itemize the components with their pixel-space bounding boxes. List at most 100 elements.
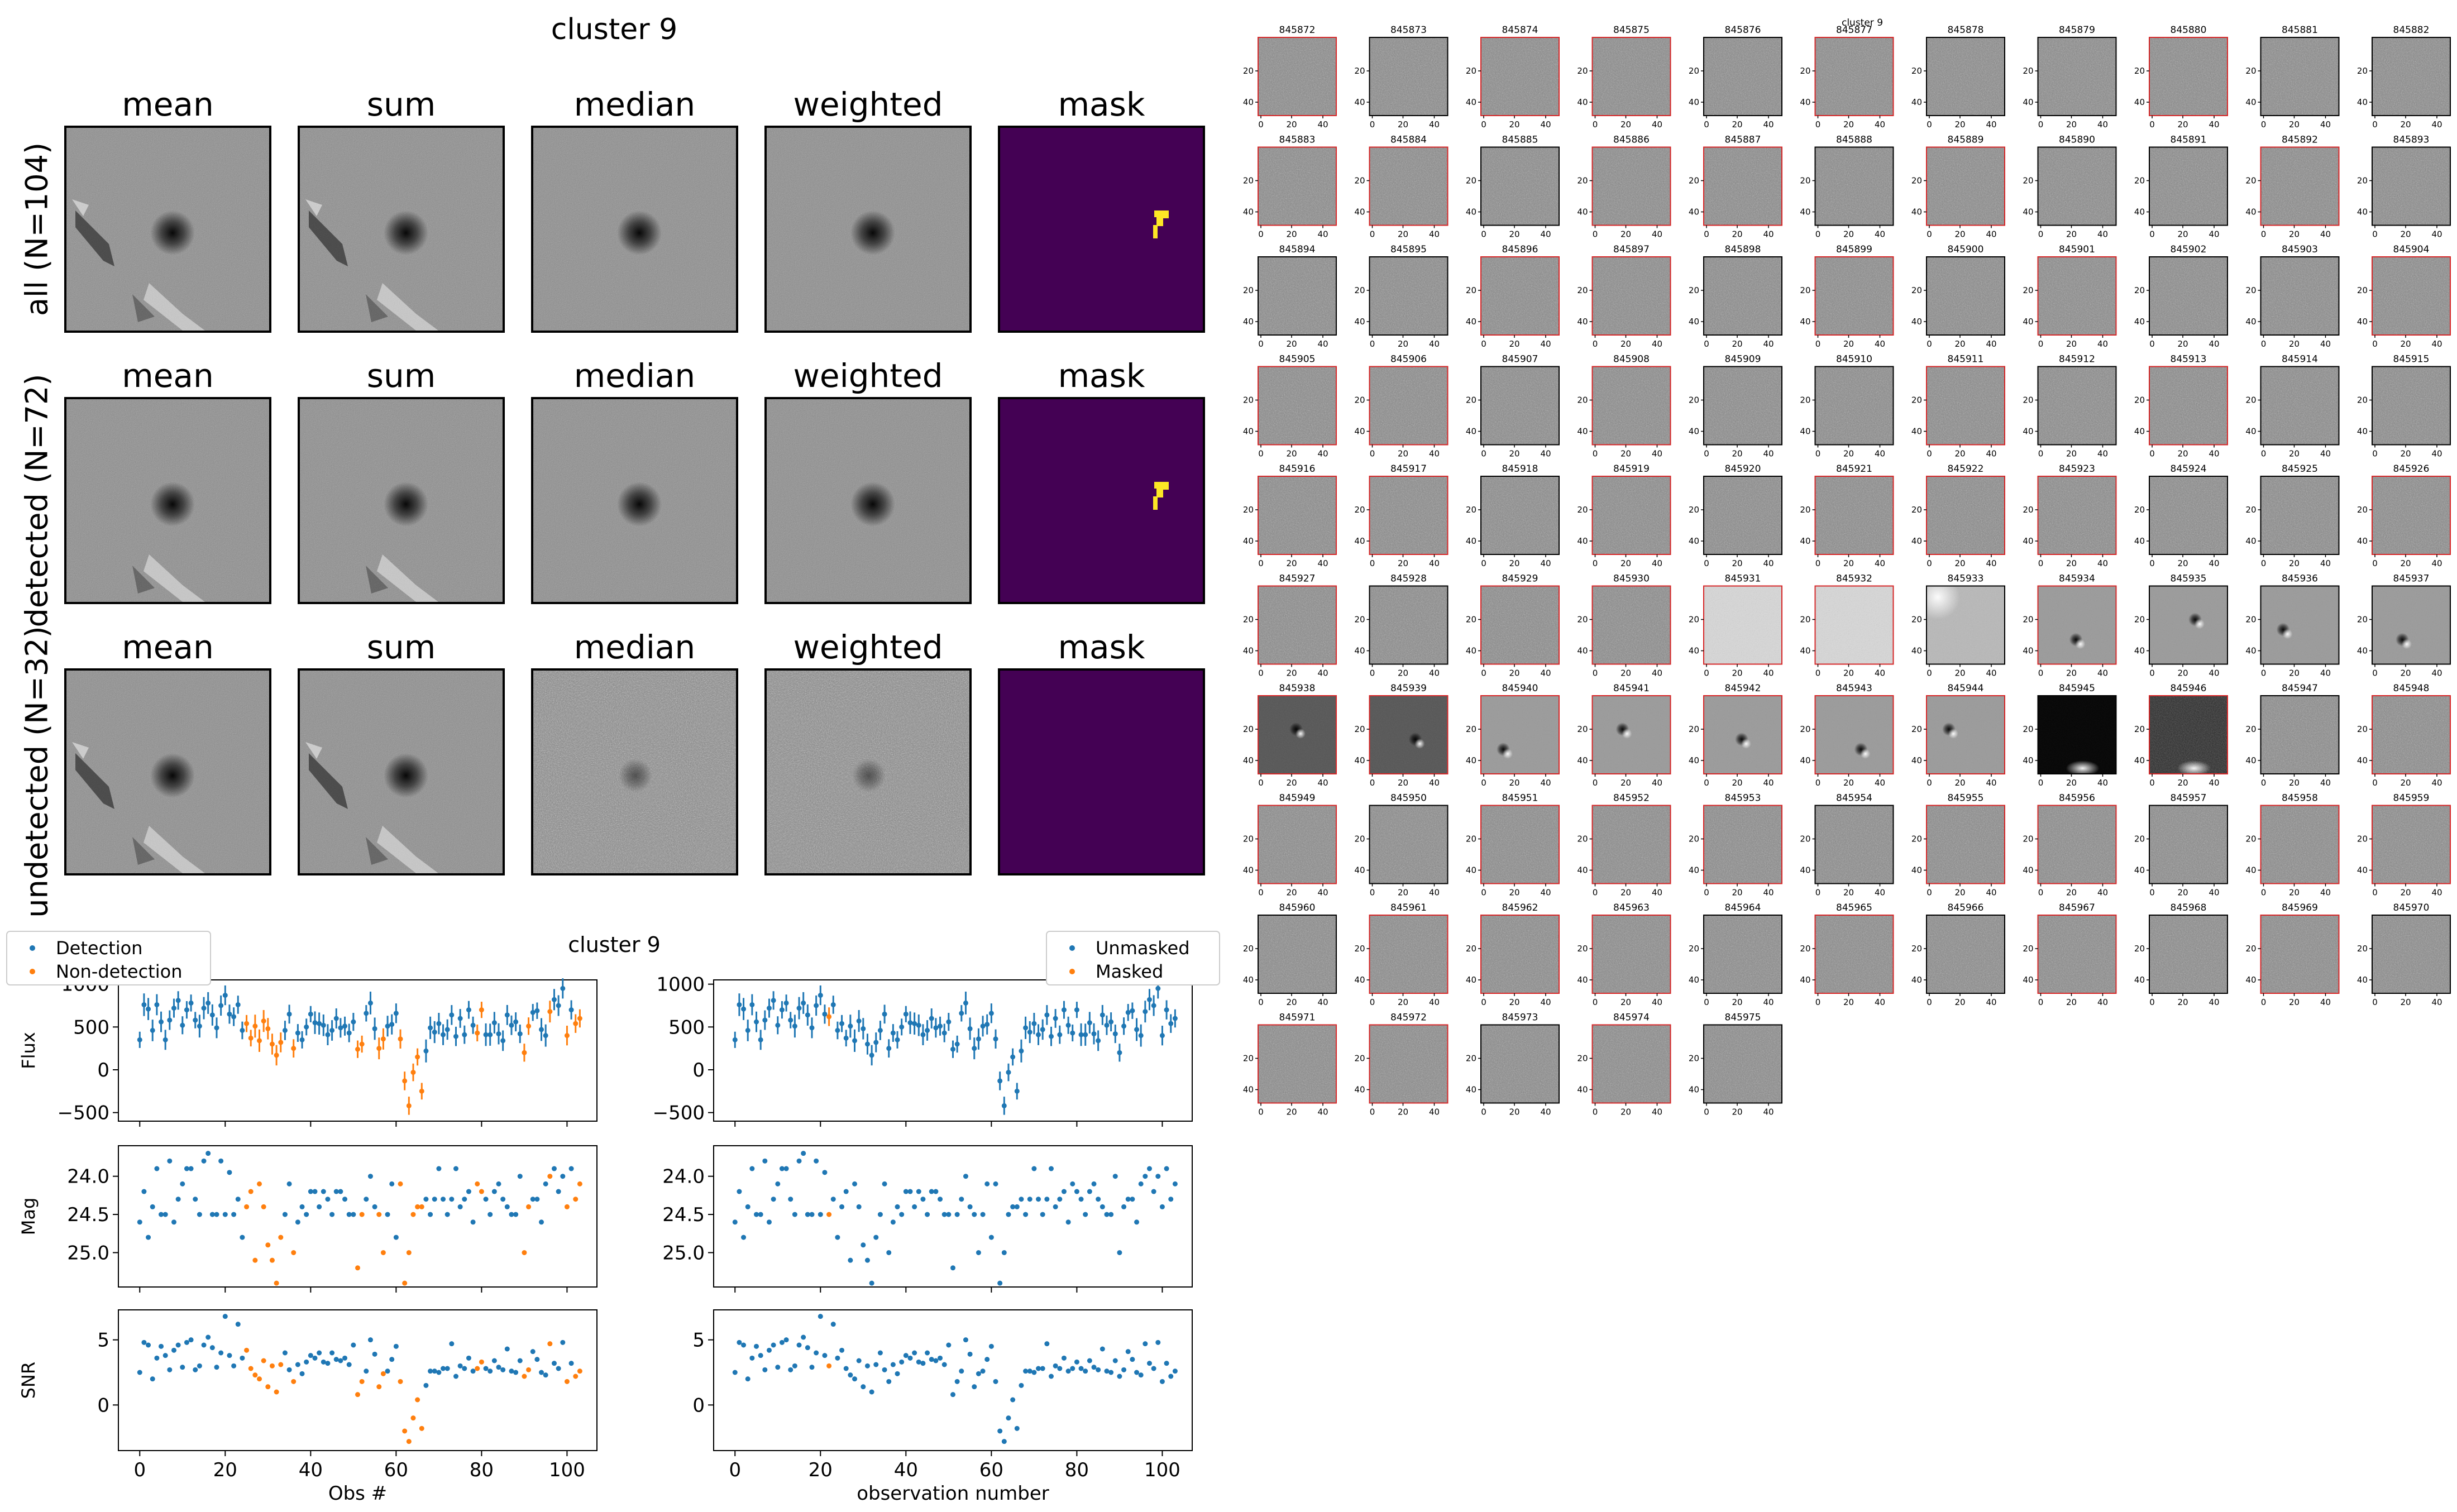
x-tick-label: 20 bbox=[1286, 668, 1297, 678]
y-tick-label: 40 bbox=[1577, 97, 1588, 107]
data-point bbox=[839, 1204, 845, 1209]
data-point bbox=[1146, 1166, 1152, 1171]
cutout-id: 845873 bbox=[1390, 25, 1427, 36]
data-point bbox=[976, 1250, 981, 1255]
x-tick-label: 0 bbox=[1927, 888, 1932, 898]
x-tick-label: 40 bbox=[2209, 558, 2219, 568]
y-tick-label: 20 bbox=[2245, 285, 2256, 295]
cutout-noise bbox=[2038, 805, 2116, 884]
data-point bbox=[175, 998, 181, 1003]
data-point bbox=[295, 1362, 300, 1367]
data-point bbox=[745, 1376, 751, 1382]
data-point bbox=[1048, 1033, 1054, 1039]
data-point bbox=[788, 1197, 793, 1202]
y-tick-label: 40 bbox=[2134, 536, 2145, 546]
stamp-column-label: weighted bbox=[793, 628, 943, 666]
y-tick-label: 20 bbox=[1243, 285, 1254, 295]
x-tick-label: 40 bbox=[1986, 339, 1996, 349]
x-tick-label: 20 bbox=[1286, 558, 1297, 568]
cutout-id: 845947 bbox=[2282, 683, 2318, 694]
x-tick-label: 20 bbox=[1398, 997, 1408, 1007]
y-tick-label: 20 bbox=[1800, 834, 1810, 844]
data-point bbox=[1121, 1204, 1127, 1209]
data-point bbox=[1146, 1361, 1152, 1366]
stamp-weighted bbox=[764, 668, 972, 875]
y-tick-label: 40 bbox=[2357, 975, 2368, 985]
data-point bbox=[1087, 1189, 1092, 1194]
y-tick-label: 40 bbox=[1911, 646, 1922, 656]
data-point bbox=[899, 1212, 905, 1217]
cutout-frame bbox=[1591, 1024, 1671, 1104]
data-point bbox=[504, 1012, 510, 1018]
cutout-noise bbox=[1815, 37, 1894, 116]
data-point bbox=[449, 1197, 455, 1202]
data-point bbox=[818, 993, 823, 998]
y-tick-label: 20 bbox=[1243, 66, 1254, 76]
x-tick-label: 0 bbox=[2149, 778, 2155, 788]
data-point bbox=[1001, 1103, 1007, 1108]
x-tick-label: 40 bbox=[1763, 119, 1774, 130]
source-spot bbox=[617, 210, 662, 255]
x-tick-label: 20 bbox=[1621, 668, 1631, 678]
data-point bbox=[976, 1036, 981, 1042]
data-point bbox=[367, 1337, 373, 1343]
data-point bbox=[308, 1011, 313, 1017]
cutout-id: 845960 bbox=[1279, 902, 1316, 913]
data-point bbox=[209, 1345, 215, 1351]
data-point bbox=[355, 1392, 360, 1398]
cutout-noise bbox=[1481, 366, 1559, 445]
y-tick-label: 40 bbox=[2357, 536, 2368, 546]
x-tick-label: 0 bbox=[1258, 668, 1264, 678]
y-tick-label: 40 bbox=[1689, 1085, 1699, 1095]
x-tick-label: 0 bbox=[1258, 339, 1264, 349]
x-tick-label: 0 bbox=[2372, 119, 2378, 130]
x-tick-label: 0 bbox=[1370, 558, 1375, 568]
y-tick-label: 24.0 bbox=[67, 1166, 109, 1188]
cutout-noise bbox=[1481, 915, 1559, 993]
data-point bbox=[274, 1280, 279, 1286]
stamp-frame bbox=[998, 668, 1205, 875]
cutout-id: 845971 bbox=[1279, 1012, 1316, 1023]
data-point bbox=[907, 1355, 913, 1361]
stamp-column-label: mask bbox=[1058, 628, 1145, 666]
data-point bbox=[428, 1369, 433, 1374]
data-point bbox=[274, 1389, 279, 1395]
x-tick-label: 0 bbox=[1370, 778, 1375, 788]
data-point bbox=[993, 1181, 998, 1186]
data-point bbox=[317, 1350, 322, 1356]
data-point bbox=[269, 1041, 275, 1047]
legend-marker bbox=[1069, 969, 1075, 974]
cutout-id: 845957 bbox=[2171, 793, 2207, 804]
data-point bbox=[805, 1345, 810, 1351]
stamp-frame bbox=[64, 668, 271, 875]
x-tick-label: 0 bbox=[2149, 668, 2155, 678]
data-point bbox=[462, 1032, 467, 1037]
data-point bbox=[457, 1363, 463, 1369]
data-point bbox=[976, 1371, 981, 1376]
stamp-column-label: mean bbox=[122, 85, 213, 123]
cutout-frame bbox=[2037, 366, 2117, 446]
data-point bbox=[526, 1204, 532, 1209]
cutout-id: 845885 bbox=[1502, 135, 1538, 146]
data-point bbox=[496, 1365, 501, 1370]
y-tick-label: 40 bbox=[1577, 207, 1588, 217]
data-point bbox=[184, 1166, 189, 1171]
x-tick-label: 40 bbox=[1763, 339, 1774, 349]
cutout-id: 845878 bbox=[1948, 25, 1984, 36]
cutout-id: 845940 bbox=[1502, 683, 1538, 694]
cutout-id: 845935 bbox=[2171, 573, 2207, 585]
x-tick-label: 20 bbox=[2066, 558, 2077, 568]
y-tick-label: 20 bbox=[2245, 66, 2256, 76]
data-point bbox=[312, 1020, 318, 1026]
data-point bbox=[252, 1257, 258, 1263]
axes-frame bbox=[118, 1309, 597, 1451]
data-point bbox=[188, 1166, 194, 1171]
cutout-frame bbox=[1480, 37, 1560, 116]
data-point bbox=[483, 1197, 489, 1202]
x-tick-label: 20 bbox=[2066, 668, 2077, 678]
